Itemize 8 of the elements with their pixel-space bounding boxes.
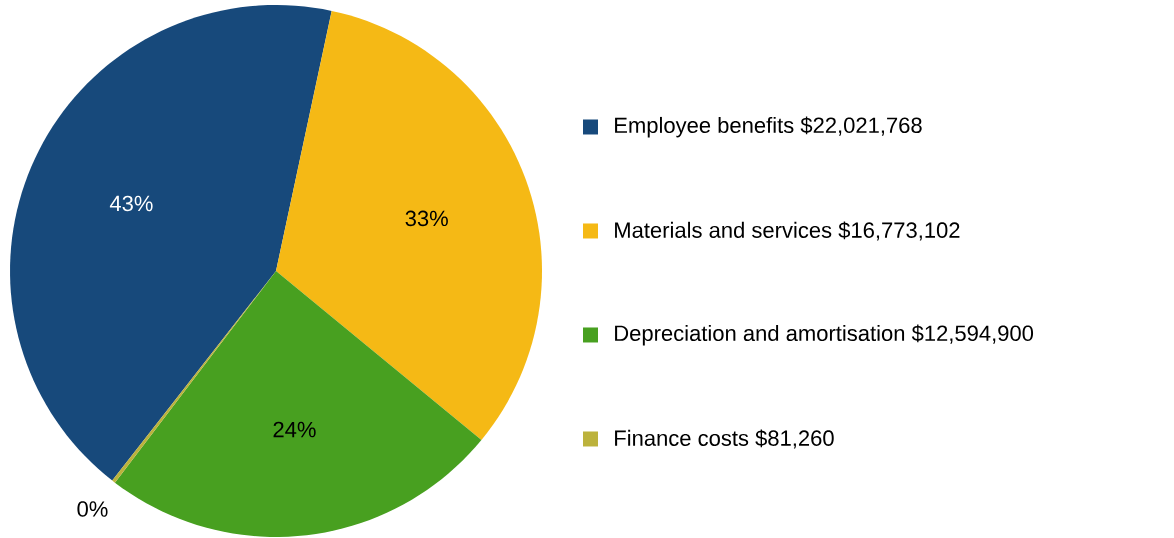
data-label: 43% xyxy=(109,195,153,212)
data-label: 33% xyxy=(405,210,448,227)
legend-label: Depreciation and amortisation $12,594,900 xyxy=(615,324,1034,346)
legend-label: Finance costs $81,260 xyxy=(615,429,834,449)
data-label: 24% xyxy=(273,421,316,438)
data-label: 0% xyxy=(77,501,108,517)
legend-label: Materials and services $16,773,102 xyxy=(615,221,960,241)
legend-label: Employee benefits $22,021,768 xyxy=(615,116,922,138)
